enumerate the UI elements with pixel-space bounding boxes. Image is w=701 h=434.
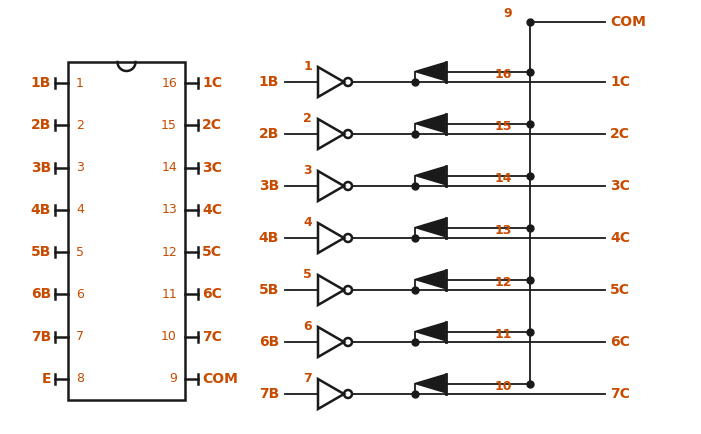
Text: 11: 11 xyxy=(161,288,177,301)
Text: 11: 11 xyxy=(494,328,512,341)
Polygon shape xyxy=(415,218,445,237)
Text: 4: 4 xyxy=(76,204,84,217)
Text: 5C: 5C xyxy=(610,283,630,297)
Text: 6: 6 xyxy=(76,288,84,301)
Text: 2B: 2B xyxy=(259,127,279,141)
Text: 2: 2 xyxy=(304,112,312,125)
Text: 7B: 7B xyxy=(31,330,51,344)
Text: 13: 13 xyxy=(495,224,512,237)
Text: 1B: 1B xyxy=(259,75,279,89)
Text: 3B: 3B xyxy=(31,161,51,174)
Text: 3B: 3B xyxy=(259,179,279,193)
Text: 7: 7 xyxy=(76,330,84,343)
Text: 1: 1 xyxy=(76,77,84,90)
Text: 13: 13 xyxy=(161,204,177,217)
Text: 9: 9 xyxy=(503,7,512,20)
Text: 2C: 2C xyxy=(202,118,222,132)
Text: 2: 2 xyxy=(76,119,84,132)
Text: 4C: 4C xyxy=(202,203,222,217)
Text: 5B: 5B xyxy=(259,283,279,297)
Text: 10: 10 xyxy=(161,330,177,343)
Text: 6C: 6C xyxy=(610,335,630,349)
Text: 6: 6 xyxy=(304,320,312,333)
Text: E: E xyxy=(41,372,51,386)
Text: 1C: 1C xyxy=(202,76,222,90)
Text: 3C: 3C xyxy=(202,161,222,174)
Text: 5: 5 xyxy=(304,269,312,282)
Text: 1: 1 xyxy=(304,60,312,73)
Text: 8: 8 xyxy=(76,372,84,385)
Text: 10: 10 xyxy=(494,380,512,393)
Text: 6B: 6B xyxy=(31,287,51,301)
Text: 3: 3 xyxy=(304,164,312,178)
Text: 7: 7 xyxy=(304,372,312,385)
Text: COM: COM xyxy=(202,372,238,386)
Polygon shape xyxy=(415,62,445,80)
Text: 9: 9 xyxy=(169,372,177,385)
Polygon shape xyxy=(415,322,445,341)
Text: 2B: 2B xyxy=(31,118,51,132)
Text: 14: 14 xyxy=(494,172,512,185)
Polygon shape xyxy=(415,270,445,289)
Polygon shape xyxy=(415,375,445,392)
Text: 2C: 2C xyxy=(610,127,630,141)
Text: COM: COM xyxy=(610,15,646,29)
Text: 7C: 7C xyxy=(202,330,222,344)
Text: 15: 15 xyxy=(161,119,177,132)
Text: 3C: 3C xyxy=(610,179,630,193)
Text: 4B: 4B xyxy=(259,231,279,245)
Text: 14: 14 xyxy=(161,161,177,174)
Text: 15: 15 xyxy=(494,120,512,133)
Polygon shape xyxy=(415,167,445,184)
Text: 12: 12 xyxy=(494,276,512,289)
Text: 6B: 6B xyxy=(259,335,279,349)
Polygon shape xyxy=(415,115,445,132)
Text: 5B: 5B xyxy=(31,245,51,259)
Text: 4: 4 xyxy=(304,217,312,230)
Text: 16: 16 xyxy=(495,68,512,81)
Text: 6C: 6C xyxy=(202,287,222,301)
Text: 1C: 1C xyxy=(610,75,630,89)
Text: 7C: 7C xyxy=(610,387,630,401)
Text: 5: 5 xyxy=(76,246,84,259)
Text: 3: 3 xyxy=(76,161,84,174)
Text: 1B: 1B xyxy=(31,76,51,90)
Text: 4C: 4C xyxy=(610,231,630,245)
Text: 7B: 7B xyxy=(259,387,279,401)
Text: 16: 16 xyxy=(161,77,177,90)
Text: 12: 12 xyxy=(161,246,177,259)
Text: 5C: 5C xyxy=(202,245,222,259)
Text: 4B: 4B xyxy=(31,203,51,217)
